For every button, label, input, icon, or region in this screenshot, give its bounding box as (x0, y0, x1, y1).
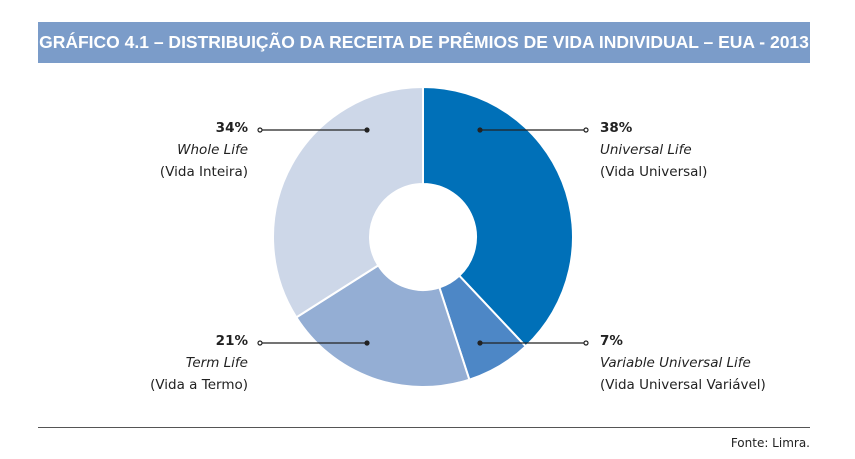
data-label: 21% (215, 333, 248, 349)
legend-translation: (Vida Universal Variável) (600, 377, 766, 393)
slice-universal-life (422, 85, 574, 348)
label-term-life: 21% Term Life (Vida a Termo) (150, 330, 248, 396)
data-label: 34% (215, 120, 248, 136)
legend-name: Universal Life (600, 142, 692, 158)
source-note: Fonte: Limra. (730, 436, 810, 450)
divider (38, 427, 810, 428)
slice-term-life (294, 264, 471, 388)
leader-open-dot (583, 340, 589, 346)
leader-open-dot (257, 127, 263, 133)
legend-translation: (Vida Inteira) (159, 164, 248, 180)
leader-dot (364, 127, 370, 133)
leader-open-dot (257, 340, 263, 346)
data-label: 38% (600, 120, 633, 136)
leader-dot (477, 127, 483, 133)
label-universal-life: 38% Universal Life (Vida Universal) (600, 117, 707, 183)
leader-dot (477, 340, 483, 346)
data-label: 7% (600, 333, 623, 349)
chart-title: GRÁFICO 4.1 – DISTRIBUIÇÃO DA RECEITA DE… (38, 22, 810, 63)
legend-name: Term Life (185, 355, 248, 371)
leader-dot (364, 340, 370, 346)
label-whole-life: 34% Whole Life (Vida Inteira) (160, 117, 248, 183)
legend-translation: (Vida a Termo) (150, 377, 248, 393)
legend-translation: (Vida Universal) (600, 164, 708, 180)
label-variable-universal-life: 7% Variable Universal Life (Vida Univers… (600, 330, 766, 396)
legend-name: Whole Life (177, 142, 248, 158)
legend-name: Variable Universal Life (600, 355, 751, 371)
slice-whole-life (272, 85, 424, 319)
leader-open-dot (583, 127, 589, 133)
